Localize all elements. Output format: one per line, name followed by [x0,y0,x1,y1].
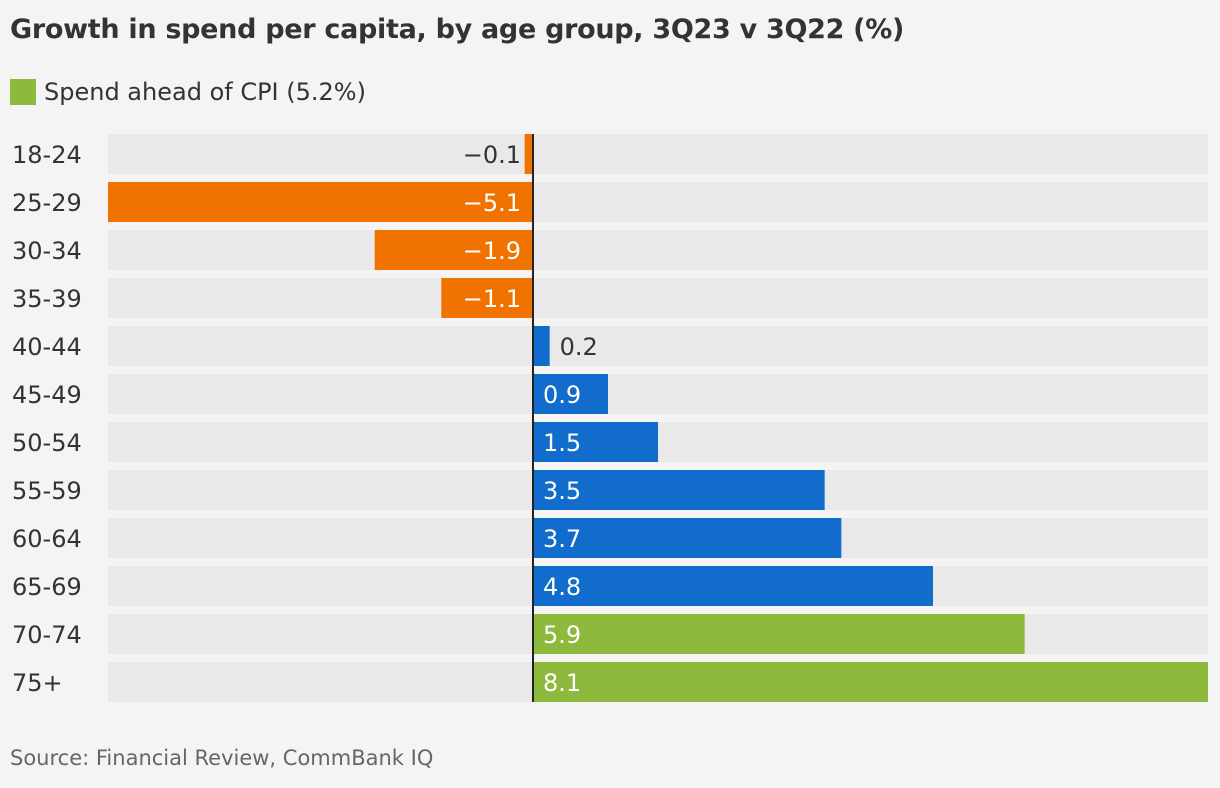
legend-swatch [10,79,36,105]
category-label: 50-54 [12,429,82,457]
bar [533,374,608,414]
bar [524,134,533,174]
bar-track [108,326,1208,366]
category-label: 30-34 [12,237,82,265]
bar [441,278,533,318]
bar [533,470,825,510]
category-label: 25-29 [12,189,82,217]
legend-label: Spend ahead of CPI (5.2%) [44,78,366,106]
category-label: 70-74 [12,621,82,649]
value-label: −1.1 [463,285,521,313]
value-label: 3.5 [543,477,581,505]
value-label: 5.9 [543,621,581,649]
bar-track [108,134,1208,174]
category-label: 60-64 [12,525,82,553]
value-label: 3.7 [543,525,581,553]
category-label: 40-44 [12,333,82,361]
bar-track [108,278,1208,318]
category-label: 65-69 [12,573,82,601]
chart-title: Growth in spend per capita, by age group… [10,14,905,45]
bar-track [108,374,1208,414]
value-label: 0.9 [543,381,581,409]
bar [533,614,1025,654]
value-label: 8.1 [543,669,581,697]
bar [108,182,533,222]
legend: Spend ahead of CPI (5.2%) [10,78,366,106]
bar [533,518,842,558]
bar [374,230,533,270]
bar [533,422,658,462]
category-label: 35-39 [12,285,82,313]
value-label: 1.5 [543,429,581,457]
category-label: 55-59 [12,477,82,505]
category-label: 18-24 [12,141,82,169]
value-label: 0.2 [560,333,598,361]
source-note: Source: Financial Review, CommBank IQ [10,746,434,770]
value-label: −1.9 [463,237,521,265]
category-label: 45-49 [12,381,82,409]
bar [533,662,1208,702]
value-label: −5.1 [463,189,521,217]
bar-track [108,230,1208,270]
bar-chart: 18-24 −0.1 25-29 −5.1 30-34 −1.9 35-39 −1.1 40-4… [12,134,1208,702]
category-label: 75+ [12,669,63,697]
bar [533,566,933,606]
value-label: −0.1 [463,141,521,169]
value-label: 4.8 [543,573,581,601]
bar [533,326,550,366]
